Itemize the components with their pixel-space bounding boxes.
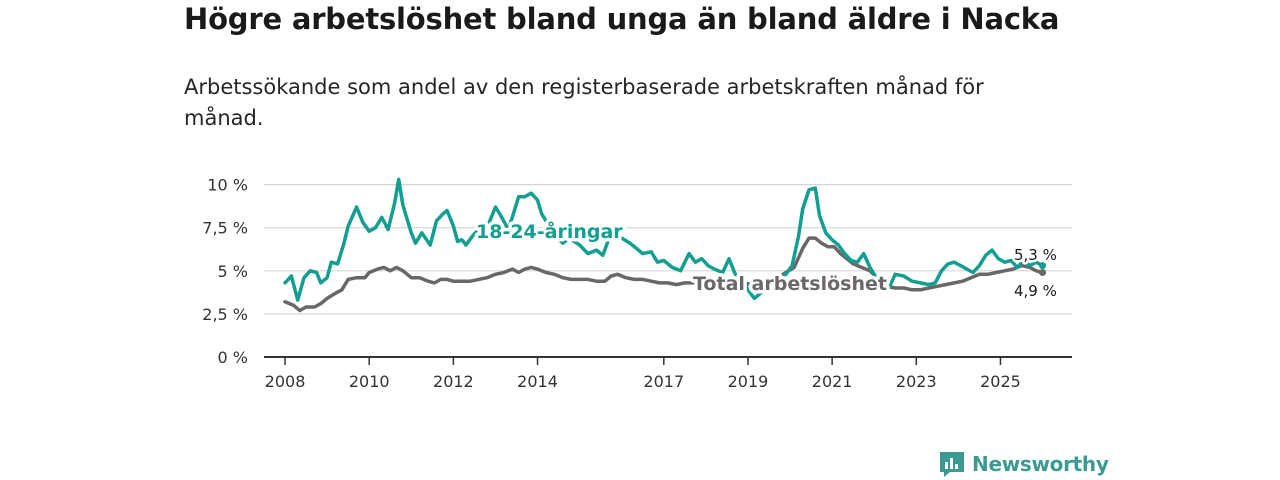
total-series-line xyxy=(283,236,1045,313)
youth-end-marker xyxy=(1039,262,1047,270)
chart-title: Högre arbetslöshet bland unga än bland ä… xyxy=(184,2,1060,36)
x-tick-label: 2014 xyxy=(517,372,558,391)
logo-text: Newsworthy xyxy=(972,452,1109,476)
y-tick-label: 7,5 % xyxy=(202,219,248,238)
youth-series-label: 18-24-åringar xyxy=(476,219,623,243)
total-end-marker xyxy=(1039,269,1047,277)
chart-subtitle: Arbetssökande som andel av den registerb… xyxy=(184,75,984,130)
y-tick-label: 10 % xyxy=(207,176,248,195)
x-tick-label: 2010 xyxy=(349,372,390,391)
x-tick-label: 2019 xyxy=(728,372,769,391)
y-tick-label: 5 % xyxy=(218,262,248,281)
youth-end-value: 5,3 % xyxy=(1014,246,1057,264)
youth-series-line xyxy=(283,177,1045,302)
youth-end-value-halo: 5,3 % xyxy=(1014,246,1057,264)
x-tick-label: 2012 xyxy=(433,372,474,391)
bar-chart-icon xyxy=(940,452,964,477)
newsworthy-logo: Newsworthy xyxy=(938,450,1109,478)
total-series-label: Total arbetslöshet xyxy=(693,273,887,295)
x-tick-label: 2008 xyxy=(265,372,306,391)
total-end-value: 4,9 % xyxy=(1014,282,1057,300)
total-end-value-halo: 4,9 % xyxy=(1014,282,1057,300)
y-tick-label: 0 % xyxy=(218,348,248,367)
y-tick-label: 2,5 % xyxy=(202,305,248,324)
x-tick-label: 2017 xyxy=(643,372,684,391)
total-series-label-halo: Total arbetslöshet xyxy=(693,273,887,295)
x-tick-label: 2021 xyxy=(812,372,853,391)
x-tick-label: 2023 xyxy=(896,372,937,391)
x-tick-label: 2025 xyxy=(980,372,1021,391)
youth-series-label-halo: 18-24-åringar xyxy=(476,219,623,243)
